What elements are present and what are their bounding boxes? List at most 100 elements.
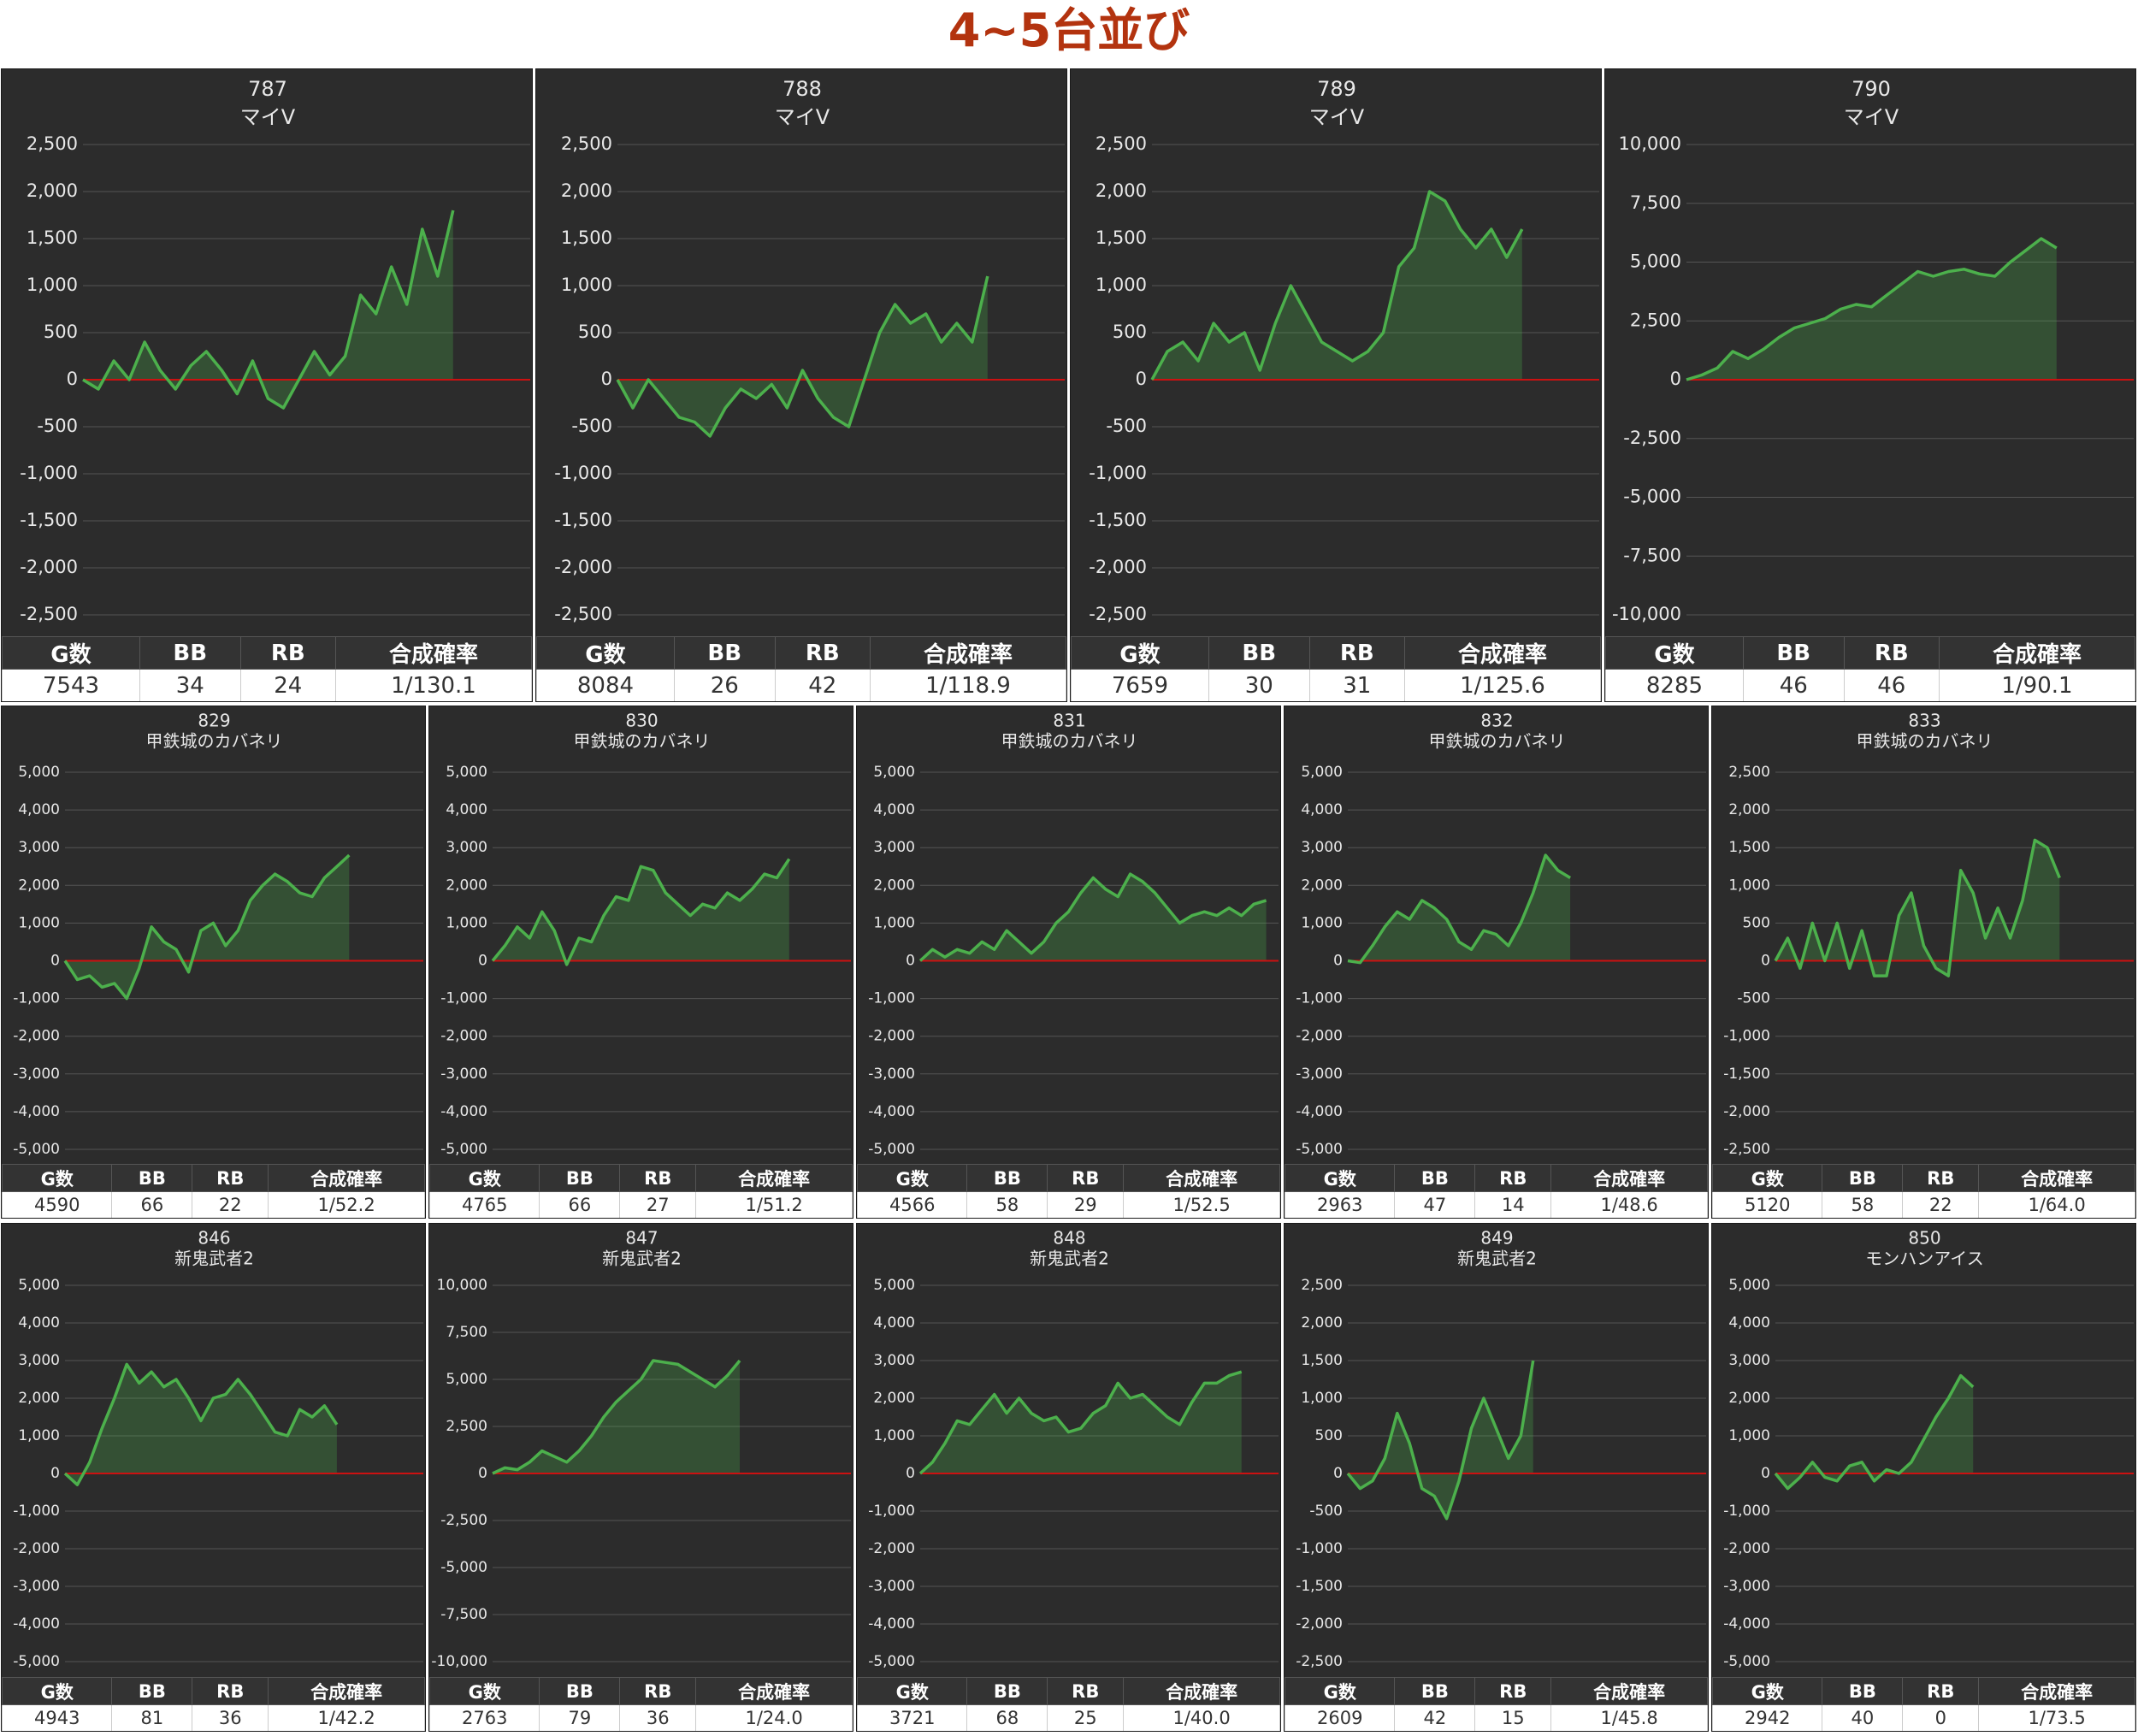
stats-value: 36 [619,1704,697,1731]
y-tick-label: -1,000 [868,990,915,1007]
y-tick-label: 1,500 [27,227,78,248]
y-tick-label: 1,000 [873,914,915,931]
stats-value: 1/118.9 [869,669,1066,701]
y-tick-label: 2,500 [27,133,78,154]
chart-subtitle: 新鬼武者2 [174,1249,254,1269]
area [1686,239,2057,380]
y-tick-label: -2,000 [1723,1540,1770,1557]
stats-table: G数 BB RB 合成確率 3721 68 25 1/40.0 [857,1677,1280,1731]
stats-table: G数 BB RB 合成確率 4590 66 22 1/52.2 [2,1164,425,1218]
stats-header: G数 [2,1164,113,1192]
y-tick-label: 0 [50,1465,60,1482]
y-tick-label: 3,000 [18,1352,60,1369]
y-tick-label: 3,000 [1301,839,1343,856]
y-tick-label: 10,000 [437,1277,487,1294]
stats-value: 24 [239,669,336,701]
stats-header: 合成確率 [1938,636,2135,670]
stats-value: 1/42.2 [268,1704,425,1731]
y-tick-label: -7,500 [1623,545,1681,565]
y-tick-label: -2,000 [13,1540,60,1557]
stats-value: 66 [111,1191,193,1218]
stats-header: RB [1843,636,1940,670]
y-tick-label: -10,000 [1612,604,1681,624]
chart-panel: 829 甲鉄城のカバネリ 5,000 4,000 3,000 2,000 1,000 0 -1,… [1,706,426,1219]
stats-value: 25 [1047,1704,1125,1731]
y-tick-label: -2,500 [1089,604,1147,624]
stats-header: RB [239,636,336,670]
stats-header-row: G数 BB RB 合成確率 [2,1677,425,1705]
y-tick-label: 1,500 [1728,839,1770,856]
y-tick-label: 5,000 [1301,764,1343,781]
stats-header: 合成確率 [695,1164,853,1192]
chart-panel: 833 甲鉄城のカバネリ 2,500 2,000 1,500 1,000 500 0 -500 -… [1711,706,2136,1219]
y-tick-label: 0 [67,369,78,389]
y-tick-label: -3,000 [868,1066,915,1083]
y-tick-label: 2,500 [1728,764,1770,781]
stats-header: G数 [429,1164,540,1192]
y-tick-label: -2,000 [868,1540,915,1557]
y-tick-label: -500 [1309,1503,1343,1520]
y-tick-label: -2,000 [554,557,612,577]
chart-subtitle: マイV [775,105,830,129]
y-tick-label: 7,500 [446,1324,487,1341]
stats-header-row: G数 BB RB 合成確率 [536,636,1066,670]
y-tick-label: 7,500 [1630,192,1681,213]
stats-value: 68 [966,1704,1048,1731]
stats-value: 1/64.0 [1978,1191,2135,1218]
y-tick-label: 1,000 [1301,914,1343,931]
y-tick-label: -1,500 [1296,1578,1343,1595]
y-tick-label: 2,000 [446,877,487,894]
y-tick-label: 3,000 [1728,1352,1770,1369]
stats-value-row: 7659 30 31 1/125.6 [1071,669,1601,701]
chart: 787 マイV 2,500 2,000 1,500 1,000 500 0 -500 -1,000… [20,77,530,624]
stats-header: BB [1394,1677,1476,1705]
stats-value: 26 [673,669,776,701]
y-tick-label: 3,000 [873,839,915,856]
stats-value: 79 [539,1704,621,1731]
y-tick-label: 0 [478,1465,487,1482]
stats-value-row: 4566 58 29 1/52.5 [857,1191,1280,1218]
stats-header: RB [1047,1164,1125,1192]
stats-header: BB [539,1677,621,1705]
chart-subtitle: 甲鉄城のカバネリ [1001,731,1138,752]
line [1347,853,1572,965]
y-tick-label: -5,000 [868,1653,915,1670]
y-tick-label: -500 [1737,990,1770,1007]
stats-header: 合成確率 [1550,1164,1708,1192]
y-tick-label: -1,000 [13,990,60,1007]
stats-header: 合成確率 [268,1677,425,1705]
chart-title: 829 [198,711,230,731]
y-tick-label: -5,000 [440,1559,487,1576]
y-tick-label: -5,000 [868,1141,915,1158]
y-tick-label: -500 [1106,416,1147,436]
stats-table: G数 BB RB 合成確率 2609 42 15 1/45.8 [1285,1677,1708,1731]
line [492,1359,741,1475]
stats-value: 40 [1822,1704,1904,1731]
chart-panel: 788 マイV 2,500 2,000 1,500 1,000 500 0 -500 -1,000… [535,68,1067,702]
stats-header: 合成確率 [1978,1677,2135,1705]
y-tick-label: -1,500 [1723,1066,1770,1083]
stats-value: 2609 [1285,1704,1396,1731]
stats-header-row: G数 BB RB 合成確率 [857,1164,1280,1192]
stats-header-row: G数 BB RB 合成確率 [1605,636,2135,670]
chart-panel: 789 マイV 2,500 2,000 1,500 1,000 500 0 -500 -1,000… [1070,68,1602,702]
y-tick-label: 1,000 [1728,877,1770,894]
stats-value: 1/130.1 [334,669,532,701]
chart-panel: 831 甲鉄城のカバネリ 5,000 4,000 3,000 2,000 1,000 0 -1,… [856,706,1281,1219]
y-tick-label: 10,000 [1619,133,1681,154]
stats-header: RB [619,1677,697,1705]
chart-subtitle: モンハンアイス [1865,1249,1983,1269]
chart-panel: 848 新鬼武者2 5,000 4,000 3,000 2,000 1,000 0 -1,000… [856,1223,1281,1732]
y-tick-label: -2,000 [20,557,78,577]
y-tick-label: -5,000 [1296,1141,1343,1158]
stats-table: G数 BB RB 合成確率 2763 79 36 1/24.0 [429,1677,853,1731]
y-tick-label: 2,000 [873,1390,915,1407]
stats-value: 42 [774,669,871,701]
y-tick-label: -2,000 [1296,1028,1343,1045]
stats-header: BB [966,1164,1048,1192]
chart-subtitle: 新鬼武者2 [1457,1249,1537,1269]
y-tick-label: 2,500 [561,133,612,154]
area [617,276,988,436]
